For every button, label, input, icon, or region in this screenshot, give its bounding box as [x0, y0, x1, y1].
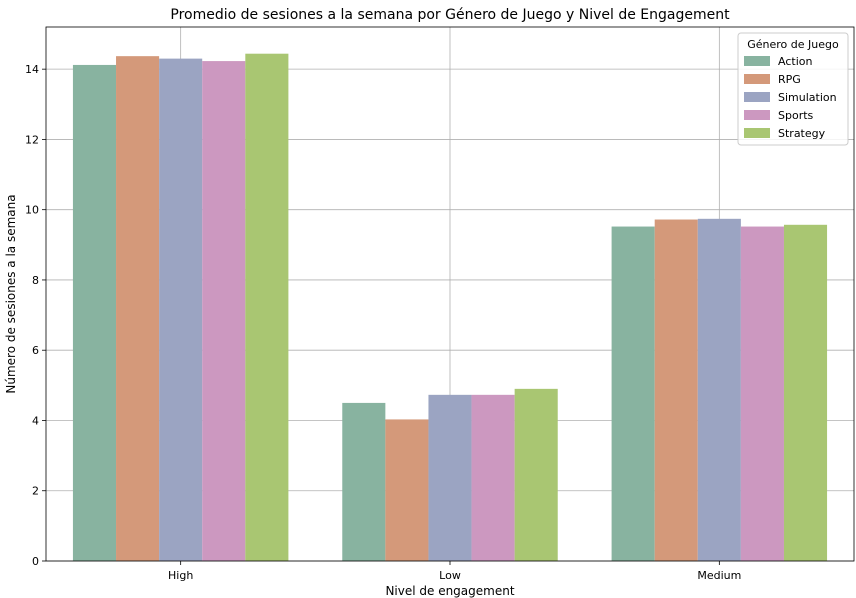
x-tick-label-medium: Medium — [697, 569, 741, 582]
legend-swatch-sports — [744, 110, 770, 120]
legend-label-sports: Sports — [778, 109, 814, 122]
bar-sports-medium — [740, 226, 784, 561]
bar-strategy-low — [514, 388, 558, 561]
y-tick-label: 10 — [25, 204, 39, 217]
y-tick-label: 4 — [32, 414, 39, 427]
legend-swatch-strategy — [744, 128, 770, 138]
legend-label-simulation: Simulation — [778, 91, 837, 104]
x-axis-label: Nivel de engagement — [385, 584, 514, 598]
bars-layer — [72, 53, 828, 562]
bar-simulation-medium — [697, 218, 741, 561]
legend-label-strategy: Strategy — [778, 127, 826, 140]
legend-swatch-action — [744, 56, 770, 66]
chart-title: Promedio de sesiones a la semana por Gén… — [170, 7, 730, 23]
y-tick-label: 12 — [25, 133, 39, 146]
legend-swatch-simulation — [744, 92, 770, 102]
y-tick-label: 2 — [32, 485, 39, 498]
y-tick-label: 14 — [25, 63, 39, 76]
bar-sports-high — [202, 61, 246, 561]
y-axis-label: Número de sesiones a la semana — [4, 194, 18, 393]
x-tick-label-low: Low — [439, 569, 461, 582]
bar-rpg-low — [385, 419, 429, 561]
y-tick-label: 8 — [32, 274, 39, 287]
legend-label-rpg: RPG — [778, 73, 801, 86]
bar-simulation-low — [428, 394, 472, 561]
bar-simulation-high — [159, 58, 203, 562]
bar-strategy-medium — [783, 224, 828, 562]
bar-action-low — [342, 402, 386, 561]
bar-strategy-high — [245, 53, 289, 561]
y-tick-label: 0 — [32, 555, 39, 568]
bar-action-medium — [611, 226, 655, 561]
legend-label-action: Action — [778, 55, 812, 68]
legend-title: Género de Juego — [747, 38, 839, 51]
axes-layer: 0 2 4 6 8 10 12 14 High Low Medium — [25, 26, 855, 582]
y-tick-label: 6 — [32, 344, 39, 357]
bar-rpg-high — [116, 56, 160, 561]
bar-rpg-medium — [654, 219, 698, 561]
bar-sports-low — [471, 394, 515, 561]
legend: Género de Juego Action RPG Simulation Sports… — [737, 32, 849, 146]
bar-action-high — [72, 64, 117, 561]
legend-swatch-rpg — [744, 74, 770, 84]
x-tick-label-high: High — [168, 569, 193, 582]
plot-frame — [45, 26, 855, 562]
